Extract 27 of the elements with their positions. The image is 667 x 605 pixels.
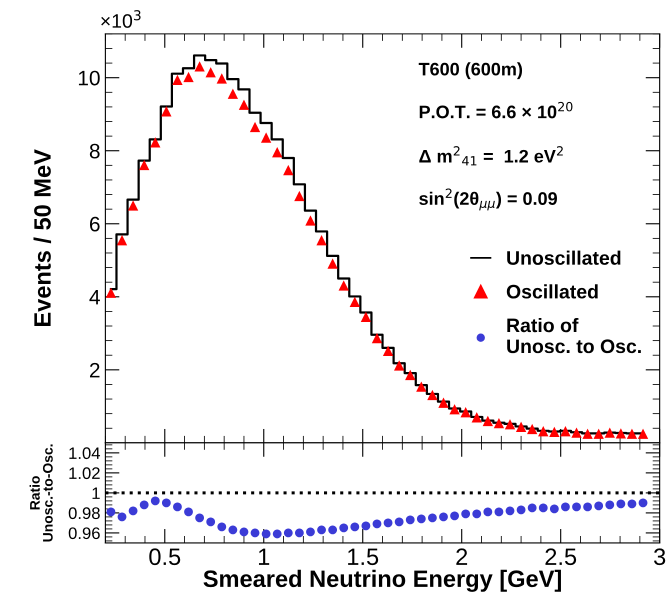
y-tick-label: 2	[90, 362, 100, 378]
annotation: sin$^{2}$(2θ$_{μμ}$) = 0.09	[419, 188, 557, 210]
legend-label: Oscillated	[506, 284, 598, 299]
text: ×10$^{3}$	[101, 10, 141, 28]
y-axis-title: Ratio Unosc.-to-Osc.	[30, 444, 53, 542]
y-tick-label: 0.98	[68, 507, 100, 520]
x-tick-label: 3	[654, 548, 666, 566]
x-tick-label: 1	[258, 548, 270, 565]
x-tick-label: 0.5	[149, 548, 180, 566]
y-tick-label: 4	[89, 290, 100, 304]
y-tick-label: 10	[78, 70, 100, 86]
y-tick-label: 1	[92, 487, 100, 499]
legend-label: Unoscillated	[507, 250, 620, 265]
y-tick-label: 1.04	[69, 447, 100, 460]
y-axis-title: Events / 50 MeV	[33, 149, 52, 326]
x-axis-title: Smeared Neutrino Energy [GeV]	[203, 570, 561, 592]
annotation: T600 (600m)	[418, 62, 522, 80]
y-tick-label: 6	[90, 216, 100, 232]
x-tick-label: 2.5	[545, 548, 576, 566]
annotation: Δ m$^{2}$$_{41}$ = 1.2 eV$^{2}$	[419, 146, 563, 166]
x-tick-label: 1.5	[348, 548, 378, 566]
y-tick-label: 8	[90, 144, 100, 158]
annotation: P.O.T. = 6.6 × 10$^{20}$	[420, 102, 572, 118]
y-tick-label: 1.02	[69, 467, 100, 480]
legend-label: Ratio of Unosc. to Osc.	[507, 318, 641, 354]
y-tick-label: 0.96	[68, 527, 100, 540]
x-tick-label: 2	[456, 548, 468, 565]
